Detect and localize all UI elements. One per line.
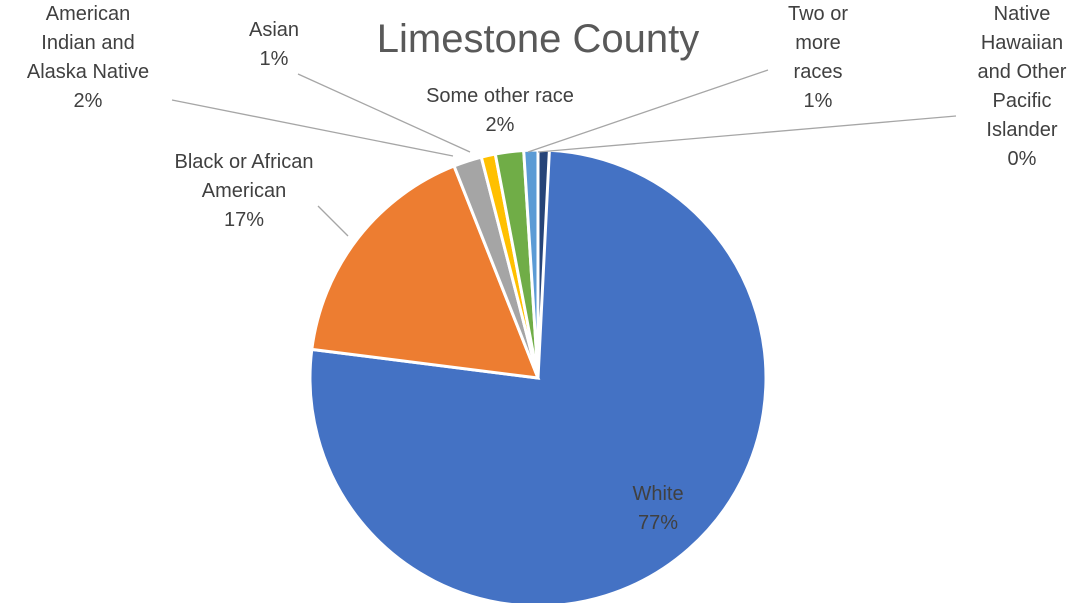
pie-slice-black-or-african-american bbox=[310, 164, 541, 380]
pie-slice-native-hawaiian-and-other-pacific-islander bbox=[536, 148, 551, 379]
data-label-native-hawaiian-and-other-pacific-islander: Native Hawaiian and Other Pacific Islander 0% bbox=[978, 3, 1067, 170]
leader-line-asian bbox=[297, 73, 471, 153]
data-label-black-or-african-american: Black or African American 17% bbox=[175, 151, 314, 231]
leader-lines bbox=[171, 69, 957, 237]
pie-slice-white bbox=[308, 148, 768, 608]
leader-line-native-hawaiian-and-other-pacific-islander bbox=[537, 115, 957, 153]
data-label-white: White 77% bbox=[632, 483, 683, 534]
data-label-two-or-more-races: Two or more races 1% bbox=[788, 3, 848, 112]
data-labels: White 77% Black or African American 17% Ameri… bbox=[27, 3, 1067, 534]
data-label-some-other-race: Some other race 2% bbox=[426, 85, 574, 136]
data-label-american-indian-and-alaska-native: American Indian and Alaska Native 2% bbox=[27, 3, 149, 112]
data-label-asian: Asian 1% bbox=[249, 19, 299, 70]
pie-slices bbox=[308, 148, 768, 608]
leader-line-two-or-more-races bbox=[527, 69, 769, 153]
leader-line-black-or-african-american bbox=[317, 205, 349, 237]
chart-title: Limestone County bbox=[377, 17, 699, 61]
leader-line-american-indian-and-alaska-native bbox=[171, 99, 454, 157]
